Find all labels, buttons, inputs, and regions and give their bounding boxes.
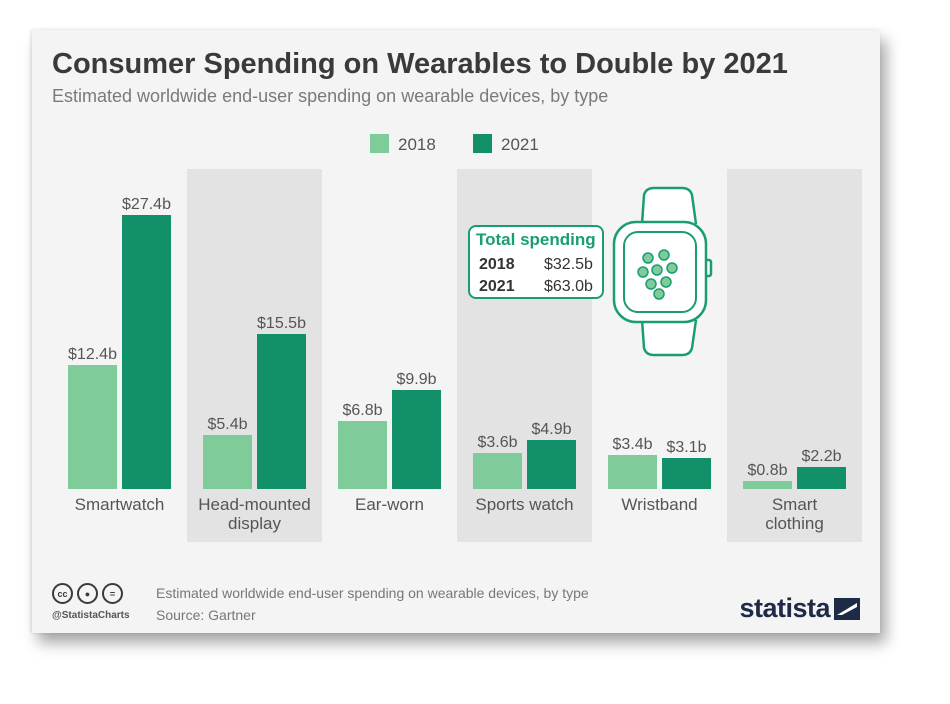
bar-2021-sports-watch [527,440,576,489]
data-label-2018-wristband: $3.4b [612,436,652,453]
total-spending-year-2021: 2021 [479,278,515,295]
data-label-2018-head-mounted-display: $5.4b [207,416,247,433]
bar-2021-ear-worn [392,390,441,489]
data-label-2021-head-mounted-display: $15.5b [257,315,306,332]
watch-app-dots [637,249,678,300]
footer-source: Source: Gartner [156,607,256,623]
chart-subtitle: Estimated worldwide end-user spending on… [52,86,609,106]
bar-2018-ear-worn [338,421,387,489]
data-label-2021-wristband: $3.1b [666,439,706,456]
total-spending-box-frame [468,225,604,299]
data-label-2021-smart-clothing: $2.2b [801,448,841,465]
total-spending-box: Total spending 2018 $32.5b 2021 $63.0b [468,225,604,299]
smartwatch-illustration [612,186,713,357]
bar-2021-smartwatch [122,215,171,489]
bar-2021-smart-clothing [797,467,846,489]
bar-chart: 2018 2021 Total spending 2018 $32.5b 2021 $63… [68,134,862,542]
bar-2021-head-mounted-display [257,334,306,489]
legend: 2018 2021 [370,134,539,154]
legend-label-2021: 2021 [501,135,539,154]
category-label-head-mounted-display-line-2: display [228,514,281,533]
bar-2021-wristband [662,458,711,489]
footer: cc ● = @StatistaCharts Estimated worldwi… [52,583,860,623]
brand-name: statista [739,593,830,623]
total-spending-year-2018: 2018 [479,256,515,273]
legend-label-2018: 2018 [398,135,436,154]
data-label-2018-smart-clothing: $0.8b [747,462,787,479]
by-icon: ● [77,583,98,604]
legend-swatch-2018 [370,134,389,153]
category-label-smartwatch: Smartwatch [75,495,165,514]
total-spending-title: Total spending [476,230,596,249]
total-spending-value-2021: $63.0b [544,278,593,295]
data-label-2021-smartwatch: $27.4b [122,196,171,213]
nd-icon: = [102,583,123,604]
data-label-2021-ear-worn: $9.9b [396,371,436,388]
bar-2018-sports-watch [473,453,522,489]
data-label-2018-sports-watch: $3.6b [477,434,517,451]
bar-2018-smartwatch [68,365,117,489]
footer-description: Estimated worldwide end-user spending on… [156,585,589,601]
statista-logo: statista [739,593,860,624]
watch-strap-top [640,186,698,225]
category-label-smart-clothing-line-2: clothing [765,514,824,533]
bar-2018-smart-clothing [743,481,792,489]
category-label-head-mounted-display-line-1: Head-mounted [198,495,310,514]
category-label-smart-clothing-line-1: Smart [772,495,818,514]
cc-icon: cc [52,583,73,604]
category-label-sports-watch: Sports watch [475,495,573,514]
twitter-handle: @StatistaCharts [52,610,130,621]
statista-logo-icon [834,597,860,620]
category-label-wristband: Wristband [621,495,697,514]
category-label-ear-worn: Ear-worn [355,495,424,514]
data-label-2018-smartwatch: $12.4b [68,346,117,363]
data-label-2021-sports-watch: $4.9b [531,421,571,438]
chart-card: Consumer Spending on Wearables to Double… [32,30,880,633]
bar-2018-wristband [608,455,657,489]
total-spending-value-2018: $32.5b [544,256,593,273]
license-icons: cc ● = [52,583,123,604]
chart-title: Consumer Spending on Wearables to Double… [52,48,788,80]
bar-2018-head-mounted-display [203,435,252,489]
legend-swatch-2021 [473,134,492,153]
watch-strap-bottom [640,319,698,357]
data-label-2018-ear-worn: $6.8b [342,402,382,419]
